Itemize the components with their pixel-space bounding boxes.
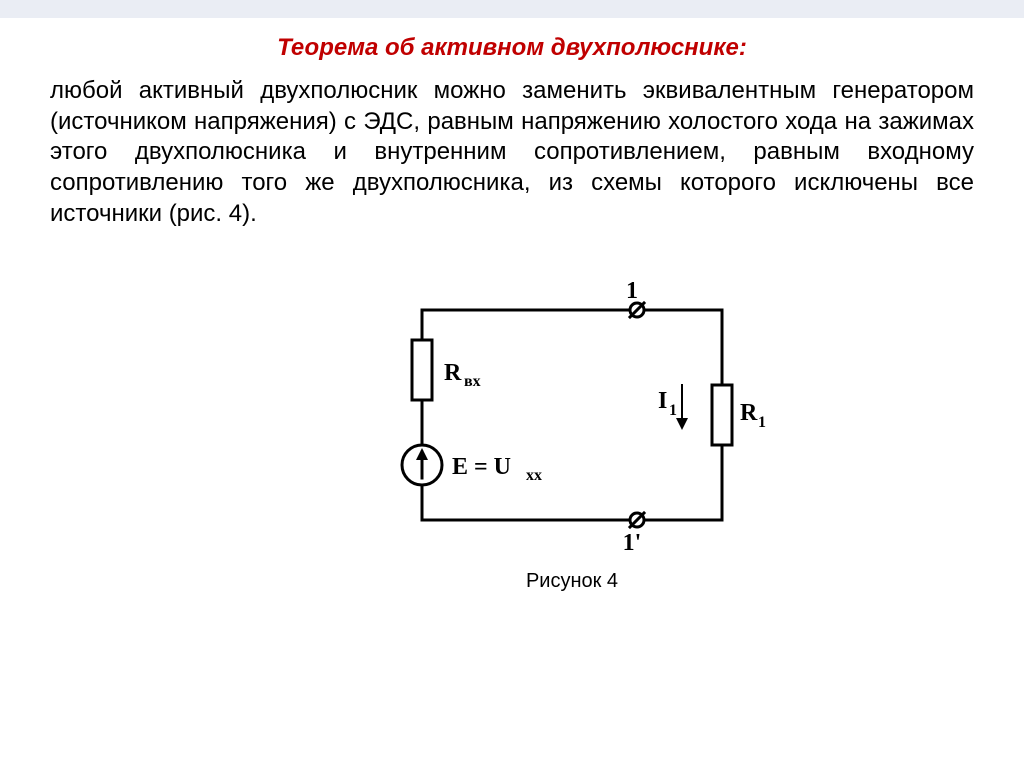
- label-R-in-sub: вх: [464, 373, 481, 390]
- label-E: E = U: [452, 454, 511, 480]
- label-I1: I: [658, 388, 667, 414]
- label-terminal-top: 1: [626, 278, 638, 304]
- svg-text:R: R: [444, 360, 462, 386]
- figure-caption: Рисунок 4: [526, 570, 618, 593]
- label-R1: R: [740, 400, 758, 426]
- circuit-diagram: R вх E = U xx 1 1' I: [372, 270, 772, 560]
- slide-content: Теорема об активном двухполюснике: любой…: [0, 18, 1024, 593]
- svg-text:E = U: E = U: [452, 454, 511, 480]
- svg-text:1: 1: [626, 278, 638, 304]
- label-terminal-bottom: 1': [623, 530, 642, 556]
- label-E-sub: xx: [526, 467, 542, 484]
- label-I1-sub: 1: [669, 402, 677, 419]
- header-bar: [0, 0, 1024, 18]
- svg-text:1': 1': [623, 530, 642, 556]
- theorem-title: Теорема об активном двухполюснике:: [50, 34, 974, 62]
- label-R1-sub: 1: [758, 414, 766, 431]
- svg-text:1: 1: [669, 402, 677, 419]
- label-R-in: R: [444, 360, 462, 386]
- theorem-body: любой активный двухполюсник можно замени…: [50, 76, 974, 230]
- svg-text:R: R: [740, 400, 758, 426]
- figure-4: R вх E = U xx 1 1' I: [50, 270, 974, 593]
- svg-text:1: 1: [758, 414, 766, 431]
- svg-text:I: I: [658, 388, 667, 414]
- svg-text:вх: вх: [464, 373, 481, 390]
- svg-text:xx: xx: [526, 467, 542, 484]
